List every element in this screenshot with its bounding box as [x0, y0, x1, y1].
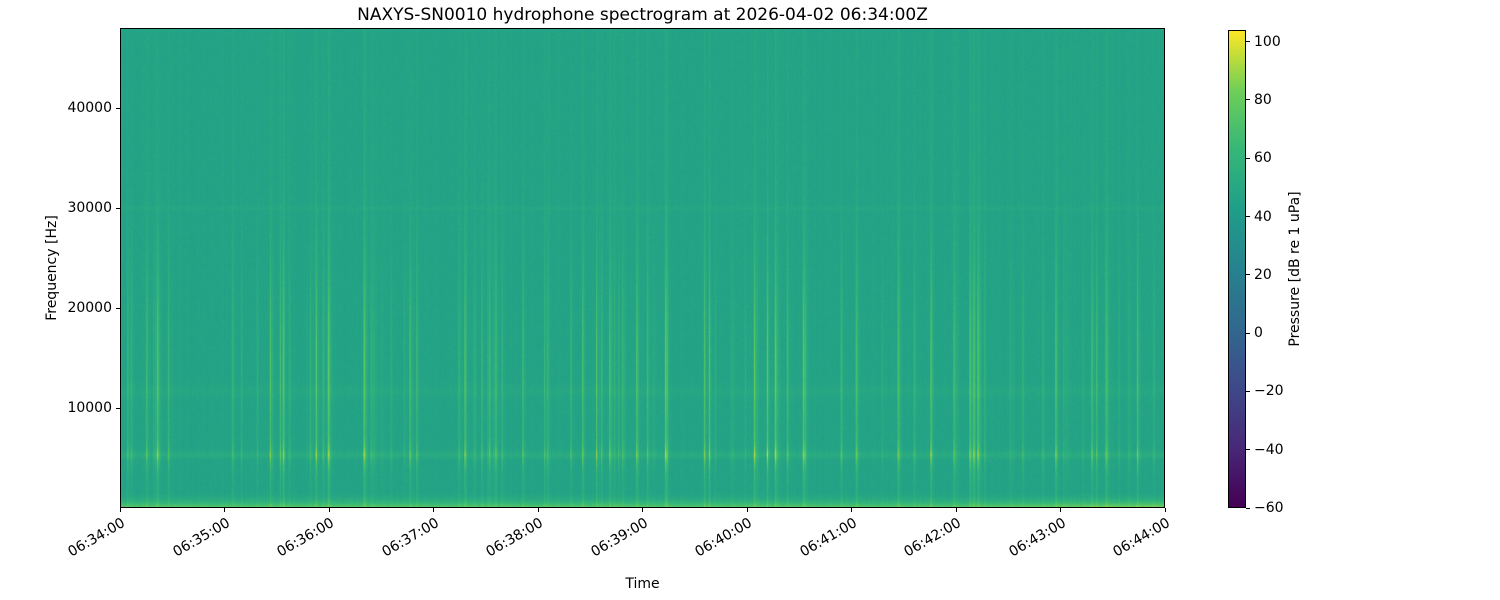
x-tick-mark: [642, 508, 643, 512]
x-tick-label-text: 06:42:00: [901, 515, 964, 561]
x-tick-label-text: 06:35:00: [170, 515, 233, 561]
colorbar-tick-label: 0: [1254, 325, 1263, 342]
y-tick-label: 20000: [67, 300, 112, 316]
colorbar-tick-mark: [1246, 99, 1250, 101]
x-tick-label-text: 06:39:00: [588, 515, 651, 561]
x-tick-label-text: 06:38:00: [483, 515, 546, 561]
colorbar-tick-mark: [1246, 449, 1250, 451]
colorbar-tick-label: 80: [1254, 91, 1272, 108]
x-tick-mark: [119, 508, 121, 512]
y-tick-mark: [116, 207, 120, 209]
colorbar-tick-mark: [1246, 157, 1250, 159]
colorbar: [1228, 30, 1246, 508]
colorbar-tick-label: 20: [1254, 266, 1272, 283]
x-tick-label-text: 06:37:00: [379, 515, 442, 561]
x-tick-label-text: 06:40:00: [692, 515, 755, 561]
y-tick-label: 30000: [67, 200, 112, 216]
colorbar-tick-label: −20: [1254, 383, 1284, 400]
x-tick-mark: [746, 508, 748, 512]
colorbar-tick-mark: [1246, 216, 1250, 218]
spectrogram-heatmap: [121, 29, 1164, 507]
x-tick-mark: [1164, 508, 1166, 512]
colorbar-label: Pressure [dB re 1 uPa]: [1287, 191, 1303, 347]
colorbar-tick-label: −40: [1254, 441, 1284, 458]
x-tick-label-text: 06:44:00: [1110, 515, 1173, 561]
colorbar-tick-mark: [1246, 332, 1250, 334]
colorbar-tick-mark: [1246, 390, 1250, 392]
y-tick-mark: [116, 407, 120, 409]
x-tick-label-text: 06:34:00: [65, 515, 128, 561]
colorbar-tick-label: 60: [1254, 150, 1272, 167]
colorbar-tick-mark: [1246, 41, 1250, 43]
x-tick-label-text: 06:41:00: [797, 515, 860, 561]
colorbar-gradient: [1229, 31, 1245, 507]
colorbar-tick-mark: [1246, 507, 1250, 509]
colorbar-tick-mark: [1246, 274, 1250, 276]
x-tick-label-text: 06:43:00: [1006, 515, 1069, 561]
y-tick-label: 10000: [67, 400, 112, 416]
chart-title: NAXYS-SN0010 hydrophone spectrogram at 2…: [357, 5, 928, 25]
y-tick-label: 40000: [67, 100, 112, 116]
x-axis-label: Time: [625, 576, 660, 592]
x-tick-mark: [537, 508, 539, 512]
colorbar-tick-label: 40: [1254, 208, 1272, 225]
x-tick-mark: [328, 508, 330, 512]
plot-area: [120, 28, 1165, 508]
y-tick-mark: [116, 107, 120, 109]
y-tick-mark: [116, 307, 120, 309]
x-tick-mark: [1060, 508, 1061, 512]
x-tick-mark: [955, 508, 957, 512]
x-tick-mark: [851, 508, 852, 512]
x-tick-mark: [224, 508, 225, 512]
x-tick-label-text: 06:36:00: [274, 515, 337, 561]
colorbar-tick-label: 100: [1254, 33, 1281, 50]
colorbar-tick-label: −60: [1254, 500, 1284, 516]
x-tick-mark: [433, 508, 434, 512]
